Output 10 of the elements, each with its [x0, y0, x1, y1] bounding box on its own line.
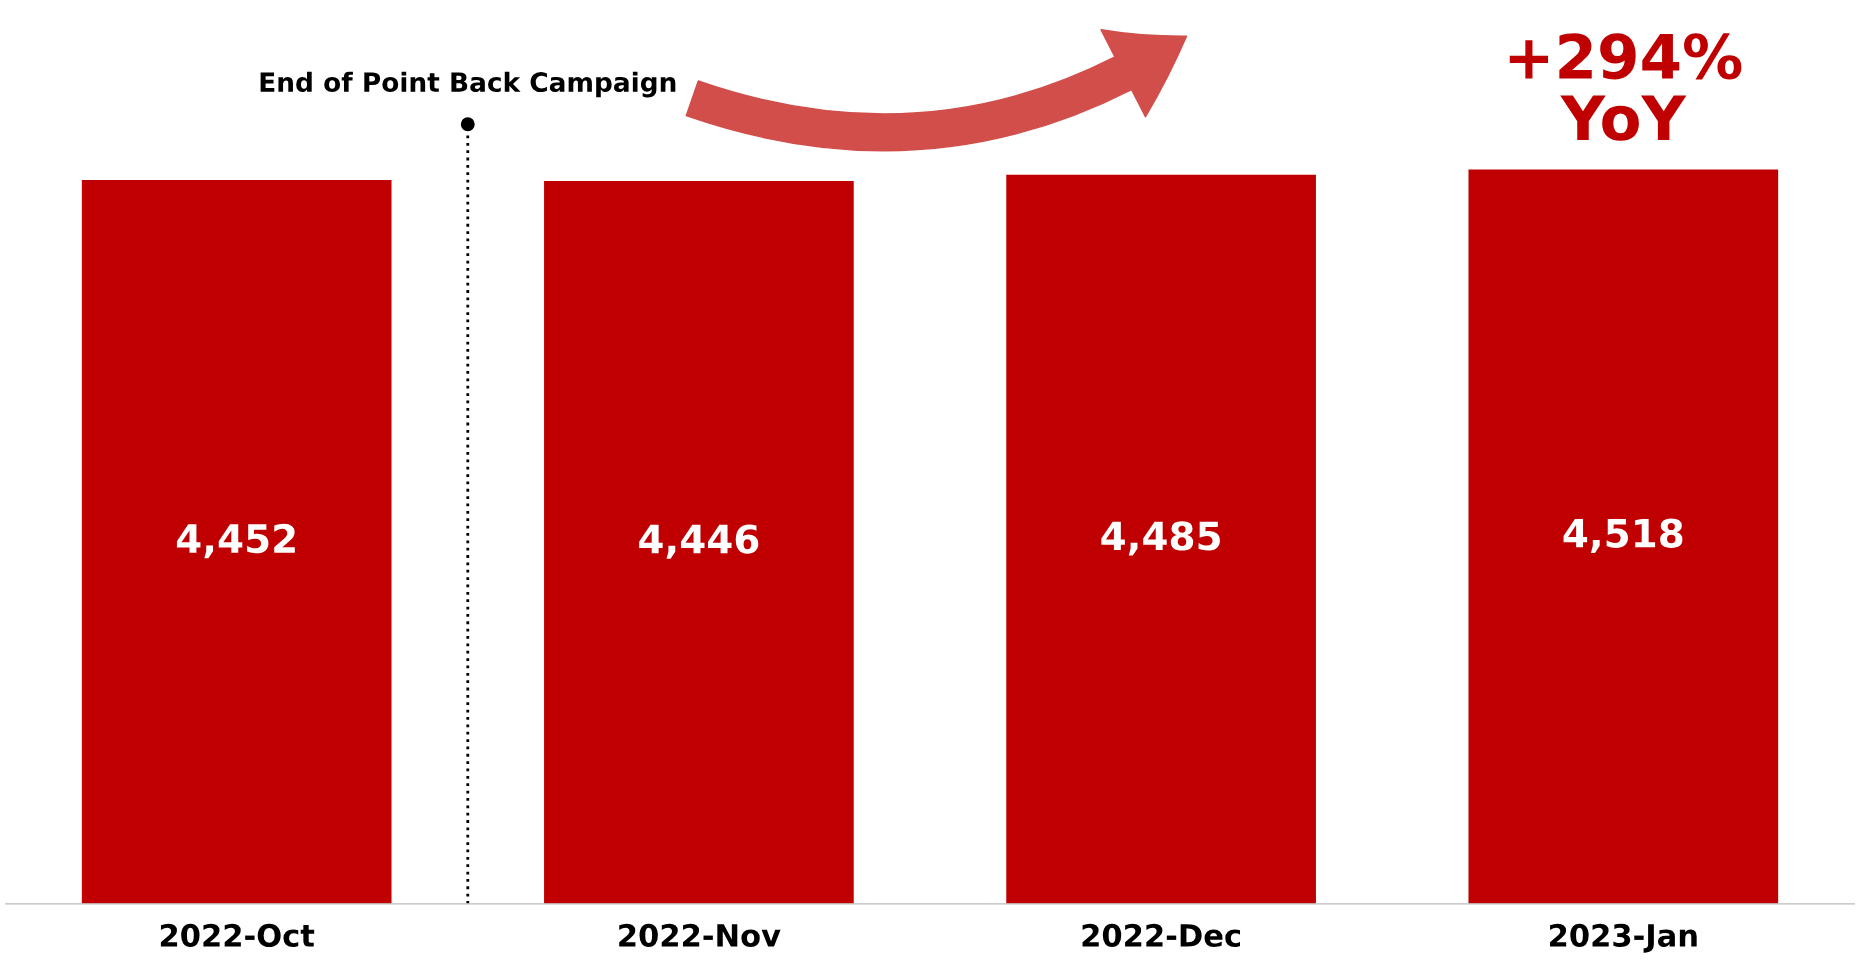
x-tick-label: 2022-Dec	[1082, 923, 1241, 947]
data-label: 4,518	[1563, 518, 1683, 553]
x-tick-label: 2023-Jan	[1550, 923, 1697, 953]
annotation: +294% YoY	[1509, 33, 1742, 141]
data-label: 4,446	[639, 524, 759, 559]
x-tick-label: 2022-Nov	[619, 923, 781, 947]
x-tick-label: 2022-Oct	[160, 923, 315, 947]
data-label: 4,485	[1101, 521, 1220, 556]
text: End of Point Back Campaign	[260, 71, 676, 98]
data-label: 4,452	[176, 523, 295, 559]
